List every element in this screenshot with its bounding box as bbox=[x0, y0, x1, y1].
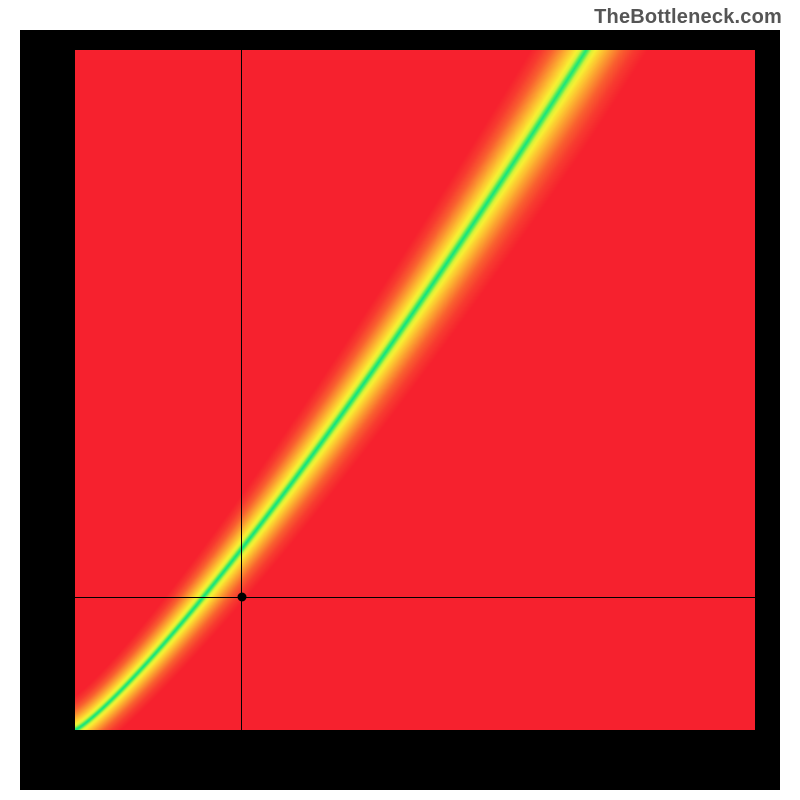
root-container: TheBottleneck.com bbox=[0, 0, 800, 800]
crosshair-vertical-line bbox=[241, 50, 242, 730]
heatmap-canvas bbox=[75, 50, 755, 730]
heatmap-plot-area bbox=[75, 50, 755, 730]
crosshair-marker-dot bbox=[237, 593, 246, 602]
chart-black-frame bbox=[20, 30, 780, 790]
crosshair-horizontal-line bbox=[75, 597, 755, 598]
watermark-text: TheBottleneck.com bbox=[594, 6, 782, 29]
